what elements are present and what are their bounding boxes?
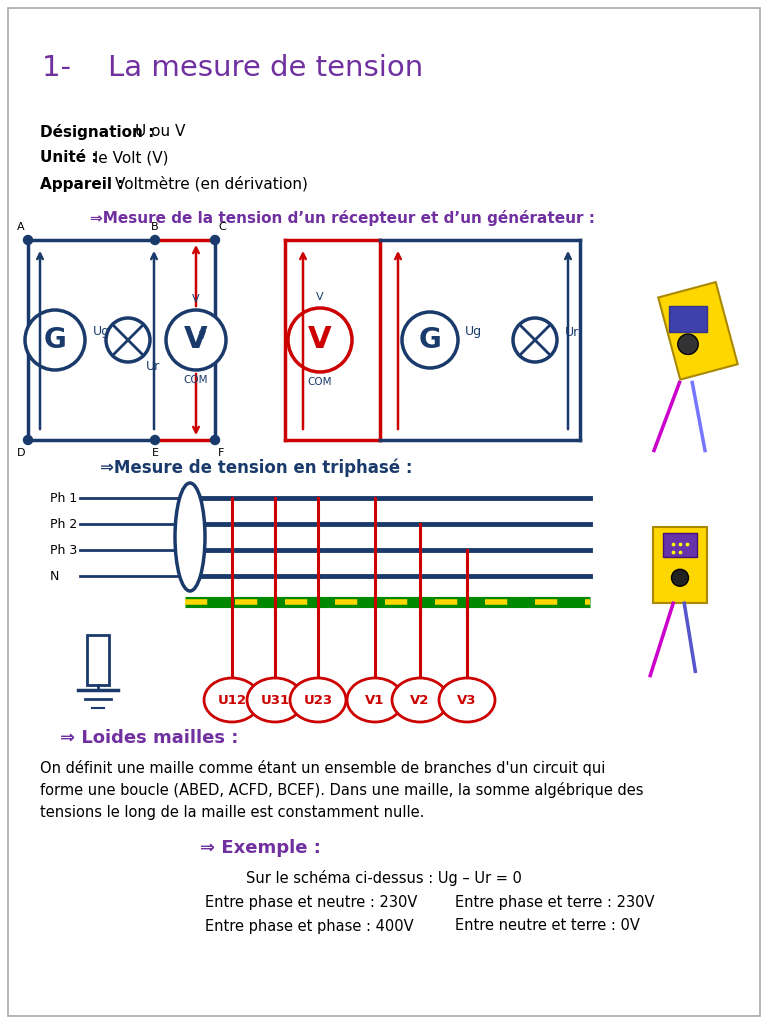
Text: V: V: [184, 326, 208, 354]
Text: Entre phase et terre : 230V: Entre phase et terre : 230V: [455, 895, 654, 909]
Text: D: D: [16, 449, 25, 458]
Bar: [663, 532, 697, 556]
Bar: [653, 526, 707, 603]
Text: ⇒ Exemple :: ⇒ Exemple :: [200, 839, 321, 857]
Text: Ph 2: Ph 2: [50, 517, 78, 530]
Text: Ur: Ur: [565, 326, 579, 339]
Ellipse shape: [290, 678, 346, 722]
Circle shape: [288, 308, 352, 372]
Circle shape: [402, 312, 458, 368]
Text: C: C: [218, 222, 226, 232]
Text: Ug: Ug: [465, 326, 482, 339]
Bar: [669, 306, 707, 332]
Circle shape: [151, 435, 160, 444]
Circle shape: [671, 569, 688, 587]
Text: Ur: Ur: [146, 360, 161, 373]
Text: V2: V2: [410, 693, 429, 707]
Text: Entre phase et neutre : 230V: Entre phase et neutre : 230V: [205, 895, 417, 909]
Circle shape: [210, 435, 220, 444]
Ellipse shape: [175, 483, 205, 591]
Text: 1-    La mesure de tension: 1- La mesure de tension: [42, 54, 423, 82]
Text: V1: V1: [366, 693, 385, 707]
Text: tensions le long de la maille est constamment nulle.: tensions le long de la maille est consta…: [40, 805, 425, 819]
Circle shape: [166, 310, 226, 370]
Text: B: B: [151, 222, 159, 232]
Text: F: F: [218, 449, 224, 458]
Text: N: N: [50, 569, 59, 583]
Text: G: G: [419, 326, 442, 354]
Text: ⇒Mesure de la tension d’un récepteur et d’un générateur :: ⇒Mesure de la tension d’un récepteur et …: [90, 210, 595, 226]
Text: U31: U31: [260, 693, 290, 707]
Text: Unité :: Unité :: [40, 151, 103, 166]
Text: ⇒Mesure de tension en triphasé :: ⇒Mesure de tension en triphasé :: [100, 459, 412, 477]
Text: COM: COM: [308, 377, 333, 387]
Circle shape: [151, 236, 160, 245]
Circle shape: [24, 236, 32, 245]
Circle shape: [513, 318, 557, 362]
Text: Entre neutre et terre : 0V: Entre neutre et terre : 0V: [455, 919, 640, 934]
Text: U23: U23: [303, 693, 333, 707]
Text: ⇒ Loides mailles :: ⇒ Loides mailles :: [60, 729, 238, 746]
Text: Ph 3: Ph 3: [50, 544, 78, 556]
Text: On définit une maille comme étant un ensemble de branches d'un circuit qui: On définit une maille comme étant un ens…: [40, 760, 605, 776]
Text: A: A: [18, 222, 25, 232]
Ellipse shape: [204, 678, 260, 722]
Circle shape: [210, 236, 220, 245]
Circle shape: [106, 318, 150, 362]
Text: E: E: [151, 449, 158, 458]
Text: V: V: [199, 331, 206, 341]
Text: U12: U12: [217, 693, 247, 707]
Circle shape: [24, 435, 32, 444]
Text: Entre phase et phase : 400V: Entre phase et phase : 400V: [205, 919, 414, 934]
Text: Voltmètre (en dérivation): Voltmètre (en dérivation): [114, 176, 308, 191]
Text: Désignation :: Désignation :: [40, 124, 160, 140]
Ellipse shape: [247, 678, 303, 722]
Text: V3: V3: [457, 693, 477, 707]
Text: Sur le schéma ci-dessus : Ug – Ur = 0: Sur le schéma ci-dessus : Ug – Ur = 0: [246, 870, 522, 886]
Bar: [658, 282, 738, 380]
Ellipse shape: [439, 678, 495, 722]
Text: V: V: [316, 292, 324, 302]
Ellipse shape: [347, 678, 403, 722]
Bar: [87, 635, 109, 685]
Ellipse shape: [392, 678, 448, 722]
Text: Ug: Ug: [93, 326, 110, 339]
Text: forme une boucle (ABED, ACFD, BCEF). Dans une maille, la somme algébrique des: forme une boucle (ABED, ACFD, BCEF). Dan…: [40, 782, 644, 798]
Text: le Volt (V): le Volt (V): [94, 151, 169, 166]
Text: Ph 1: Ph 1: [50, 492, 78, 505]
Text: V: V: [308, 326, 332, 354]
Text: G: G: [44, 326, 66, 354]
Text: Appareil :: Appareil :: [40, 176, 129, 191]
Circle shape: [678, 334, 698, 354]
Text: V: V: [192, 294, 200, 304]
Text: COM: COM: [184, 375, 208, 385]
Circle shape: [25, 310, 85, 370]
Text: U ou V: U ou V: [135, 125, 186, 139]
